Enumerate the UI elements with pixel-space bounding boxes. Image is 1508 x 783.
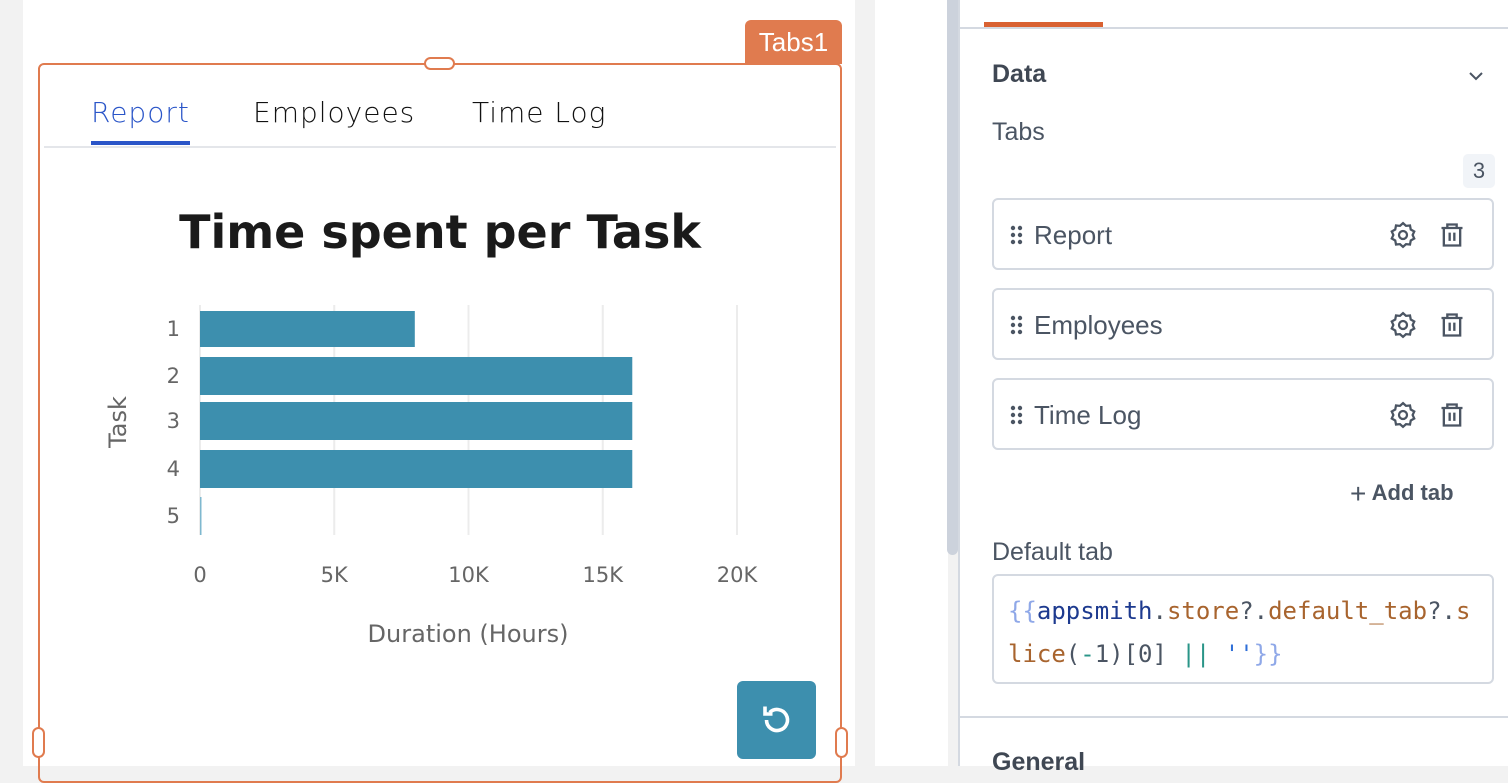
y-tick-label: 1 [167, 317, 180, 341]
widget-name-label[interactable]: Tabs1 [745, 20, 842, 64]
tab-bar: Report Employees Time Log [44, 90, 836, 148]
x-tick-label: 10K [448, 563, 490, 587]
drag-handle-icon[interactable] [1010, 314, 1024, 336]
y-tick-label: 2 [167, 364, 180, 388]
y-tick-label: 4 [167, 457, 180, 481]
drag-handle-icon[interactable] [1010, 224, 1024, 246]
tab-list-item[interactable]: Employees [992, 288, 1494, 360]
x-tick-label: 20K [717, 563, 759, 587]
bar-task-4[interactable] [200, 450, 633, 488]
section-data-title[interactable]: Data [992, 60, 1047, 88]
tab-list-item[interactable]: Time Log [992, 378, 1494, 450]
settings-gear-icon[interactable] [1388, 400, 1418, 430]
section-general-title[interactable]: General [992, 748, 1086, 776]
bar-chart: 0 5K 10K 15K 20K 1 2 3 4 5 Duration (Hours) Task [104, 305, 759, 648]
scrollbar[interactable] [947, 0, 958, 555]
bar-task-1[interactable] [200, 311, 415, 347]
tab-item-label: Time Log [1034, 400, 1142, 430]
x-tick-label: 15K [583, 563, 625, 587]
default-tab-label: Default tab [992, 538, 1113, 566]
bar-task-5[interactable] [200, 497, 202, 535]
canvas-gutter [875, 0, 948, 766]
delete-trash-icon[interactable] [1438, 220, 1466, 250]
default-tab-input[interactable]: {{appsmith.store?.default_tab?.slice(-1)… [992, 574, 1494, 684]
resize-handle-right[interactable] [835, 727, 848, 758]
tab-list-item[interactable]: Report [992, 198, 1494, 270]
add-tab-label: Add tab [1371, 480, 1454, 505]
refresh-icon [762, 706, 789, 733]
delete-trash-icon[interactable] [1438, 400, 1466, 430]
y-tick-label: 3 [167, 409, 180, 433]
tab-employees[interactable]: Employees [253, 96, 416, 129]
refresh-button[interactable] [737, 681, 816, 759]
divider [958, 27, 1508, 29]
chart-title: Time spent per Task [179, 205, 701, 259]
settings-gear-icon[interactable] [1388, 310, 1418, 340]
tab-report[interactable]: Report [91, 96, 190, 145]
tab-item-label: Report [1034, 220, 1113, 250]
chevron-down-icon[interactable] [1466, 66, 1486, 86]
tab-time-log[interactable]: Time Log [472, 96, 607, 129]
y-tick-label: 5 [167, 504, 180, 528]
tabs-label: Tabs [992, 118, 1045, 146]
bar-task-3[interactable] [200, 402, 633, 440]
x-axis-label: Duration (Hours) [368, 620, 569, 648]
y-axis-label: Task [104, 396, 132, 449]
tab-item-label: Employees [1034, 310, 1163, 340]
bar-task-2[interactable] [200, 357, 633, 395]
add-tab-button[interactable]: + Add tab [1350, 478, 1454, 510]
active-pane-tab-indicator [984, 22, 1103, 27]
plus-icon: + [1350, 478, 1367, 509]
drag-handle-icon[interactable] [1010, 404, 1024, 426]
settings-gear-icon[interactable] [1388, 220, 1418, 250]
resize-handle-top[interactable] [424, 57, 455, 70]
resize-handle-left[interactable] [32, 727, 45, 758]
tab-count-badge: 3 [1463, 154, 1495, 188]
x-tick-label: 0 [193, 563, 206, 587]
divider [958, 716, 1508, 718]
x-tick-label: 5K [321, 563, 349, 587]
delete-trash-icon[interactable] [1438, 310, 1466, 340]
property-pane [958, 0, 1508, 766]
